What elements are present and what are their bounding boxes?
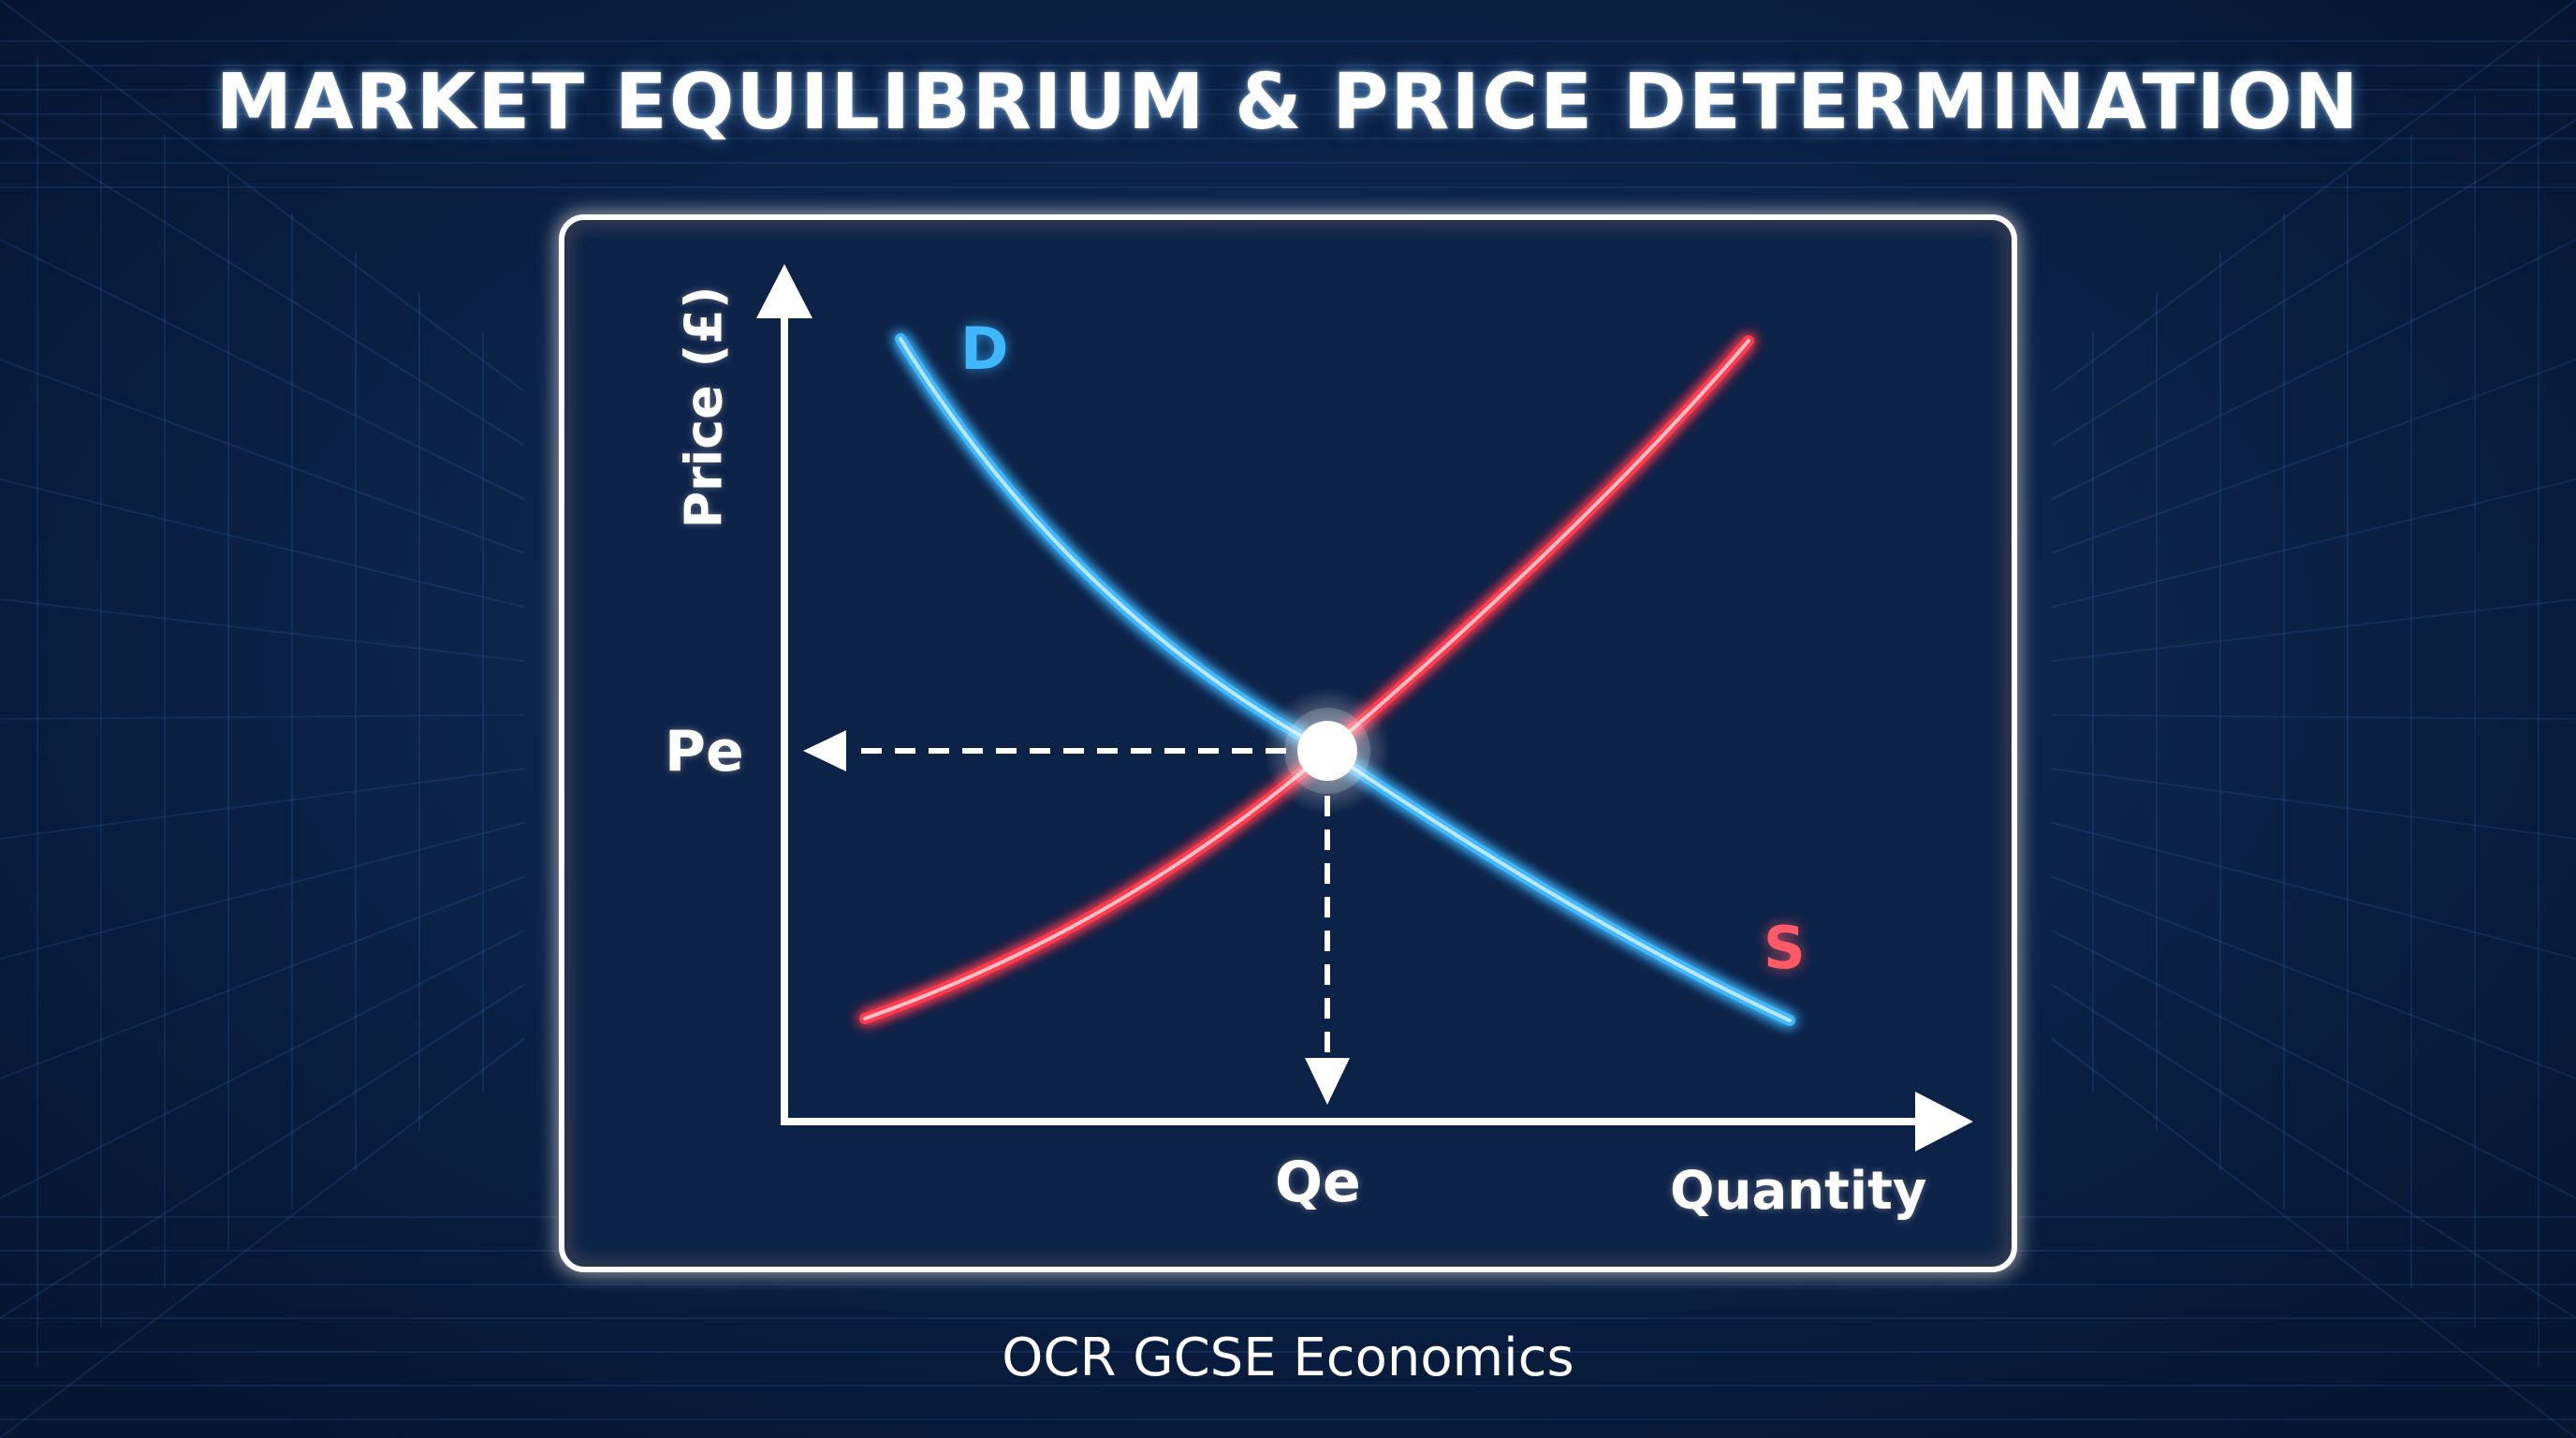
background-grid-line	[2051, 983, 2576, 1319]
background-grid-line	[0, 0, 525, 392]
y-axis-label: Price (£)	[674, 286, 734, 529]
background-grid-line	[0, 713, 525, 720]
background-grid-line	[2051, 930, 2576, 1199]
background-grid-line	[0, 821, 525, 960]
background-grid-line	[0, 768, 525, 840]
background-grid-line	[2051, 875, 2576, 1079]
background-grid-line	[0, 875, 525, 1079]
supply-curve-label: S	[1764, 914, 1806, 982]
background-grid-line	[2051, 478, 2576, 609]
equilibrium-quantity-label: Qe	[1275, 1150, 1361, 1215]
background-grid-line	[0, 359, 525, 554]
background-grid-line	[2051, 713, 2576, 720]
background-grid-line	[2051, 768, 2576, 840]
x-axis-label: Quantity	[1670, 1161, 1927, 1222]
x-axis-arrow	[1915, 1092, 1973, 1152]
background-grid-line	[2051, 598, 2576, 662]
y-axis-arrow	[756, 264, 812, 318]
background-grid-line	[0, 239, 525, 501]
background-grid-line	[2051, 1037, 2576, 1438]
equilibrium-price-label: Pe	[665, 719, 744, 785]
background-grid-line	[0, 119, 525, 447]
page-title: MARKET EQUILIBRIUM & PRICE DETERMINATION	[215, 58, 2361, 147]
equilibrium-point	[1297, 721, 1357, 781]
background-grid-line	[0, 930, 525, 1199]
demand-curve-label: D	[960, 315, 1009, 383]
background-grid-line	[2051, 119, 2576, 447]
background-grid-line	[2051, 239, 2576, 501]
background-grid-line	[2051, 359, 2576, 554]
background-grid-line	[0, 478, 525, 609]
background-grid-line	[0, 983, 525, 1319]
background-grid-line	[2051, 0, 2576, 392]
background-grid-line	[2051, 821, 2576, 960]
background-grid-line	[0, 1037, 525, 1438]
background-grid-line	[0, 598, 525, 662]
footer-caption: OCR GCSE Economics	[1002, 1328, 1574, 1388]
price-guide-arrow	[803, 730, 846, 771]
quantity-guide-arrow	[1305, 1058, 1350, 1105]
